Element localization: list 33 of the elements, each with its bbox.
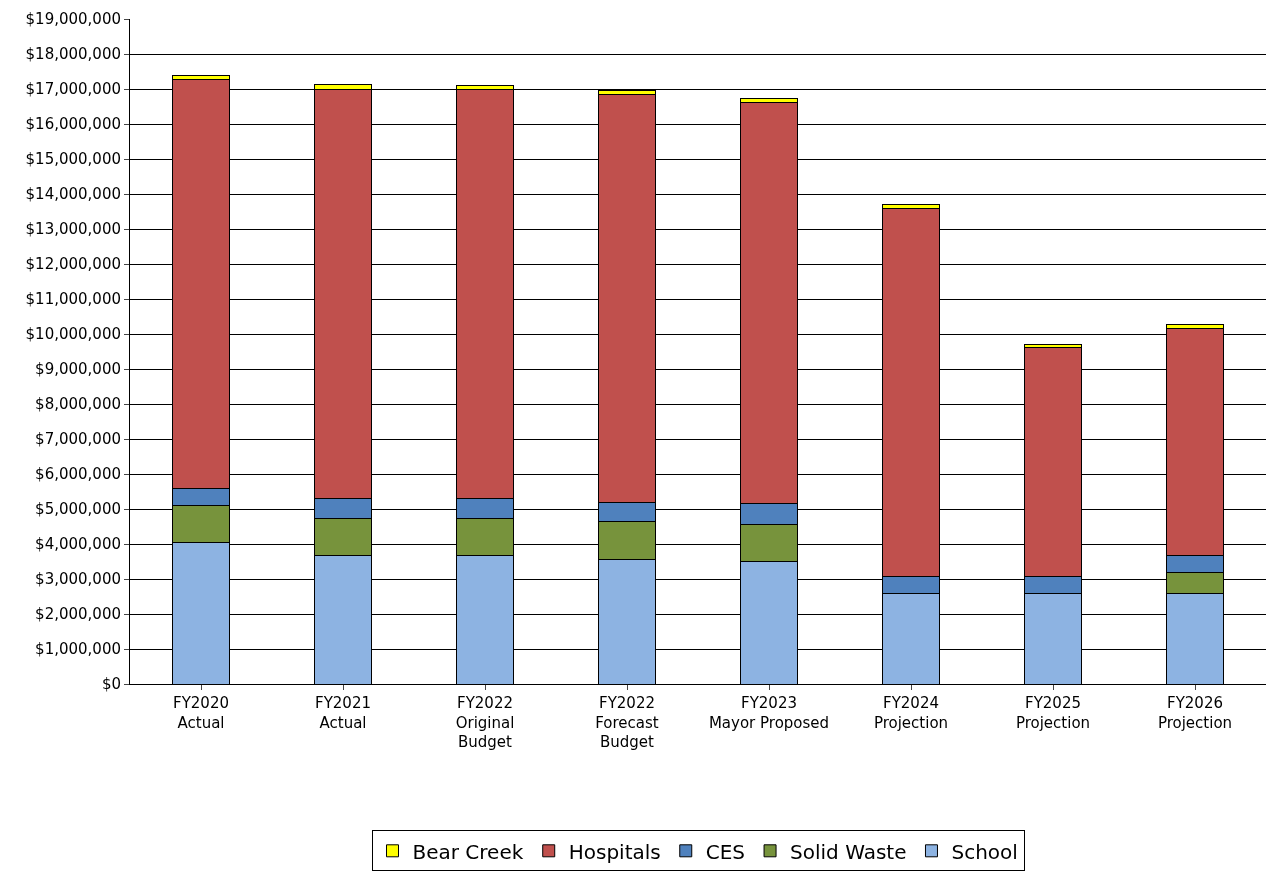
legend-label: School [951,839,1018,864]
y-tick-label: $11,000,000 [25,290,121,309]
y-tick-label: $6,000,000 [35,465,121,484]
x-tick-label: FY2022 Forecast Budget [595,694,659,751]
y-tick-label: $3,000,000 [35,570,121,589]
y-tick-label: $7,000,000 [35,430,121,449]
y-tick-label: $4,000,000 [35,535,121,554]
x-tick-label: FY2021 Actual [315,694,371,732]
y-tick-label: $2,000,000 [35,605,121,624]
y-tick-label: $8,000,000 [35,395,121,414]
x-tick-label: FY2020 Actual [173,694,229,732]
y-tick-label: $10,000,000 [25,325,121,344]
y-tick-label: $1,000,000 [35,640,121,659]
x-tick-label: FY2026 Projection [1157,694,1233,732]
y-tick-label: $17,000,000 [25,80,121,99]
y-tick-label: $9,000,000 [35,360,121,379]
legend-label: CES [705,839,746,864]
legend-label: Bear Creek [412,839,524,864]
y-tick-label: $0 [101,675,121,694]
y-tick-label: $13,000,000 [25,220,121,239]
legend-label: Solid Waste [790,839,907,864]
x-tick-label: FY2023 Mayor Proposed [708,694,830,732]
y-tick-label: $5,000,000 [35,500,121,519]
legend-label: Hospitals [568,839,661,864]
y-tick-label: $12,000,000 [25,255,121,274]
x-tick-label: FY2022 Original Budget [455,694,515,751]
x-tick-label: FY2024 Projection [873,694,949,732]
y-tick-label: $14,000,000 [25,185,121,204]
y-tick-label: $15,000,000 [25,150,121,169]
y-tick-label: $16,000,000 [25,115,121,134]
y-tick-label: $19,000,000 [25,10,121,29]
x-tick-label: FY2025 Projection [1015,694,1091,732]
y-tick-label: $18,000,000 [25,45,121,64]
